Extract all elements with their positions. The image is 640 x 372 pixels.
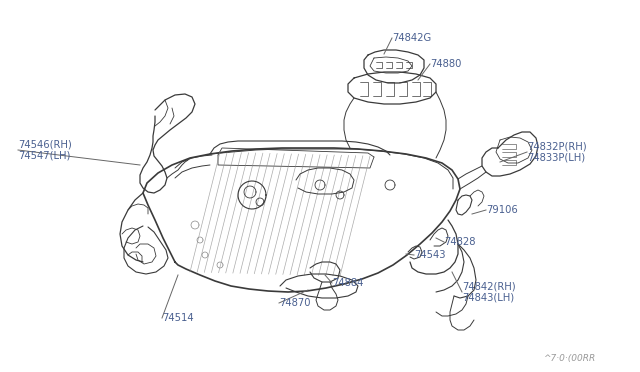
Text: 74828: 74828 [444,237,476,247]
Text: 74880: 74880 [430,59,461,69]
Text: 74546(RH)
74547(LH): 74546(RH) 74547(LH) [18,139,72,161]
Text: 74870: 74870 [279,298,310,308]
Text: ^7·0·(00RR: ^7·0·(00RR [543,354,595,363]
Text: 74842G: 74842G [392,33,431,43]
Text: 74543: 74543 [414,250,445,260]
Text: 74832P(RH)
74833P(LH): 74832P(RH) 74833P(LH) [527,141,587,163]
Text: 79106: 79106 [486,205,518,215]
Text: 74884: 74884 [332,278,364,288]
Text: 74842(RH)
74843(LH): 74842(RH) 74843(LH) [462,281,516,303]
Text: 74514: 74514 [162,313,194,323]
